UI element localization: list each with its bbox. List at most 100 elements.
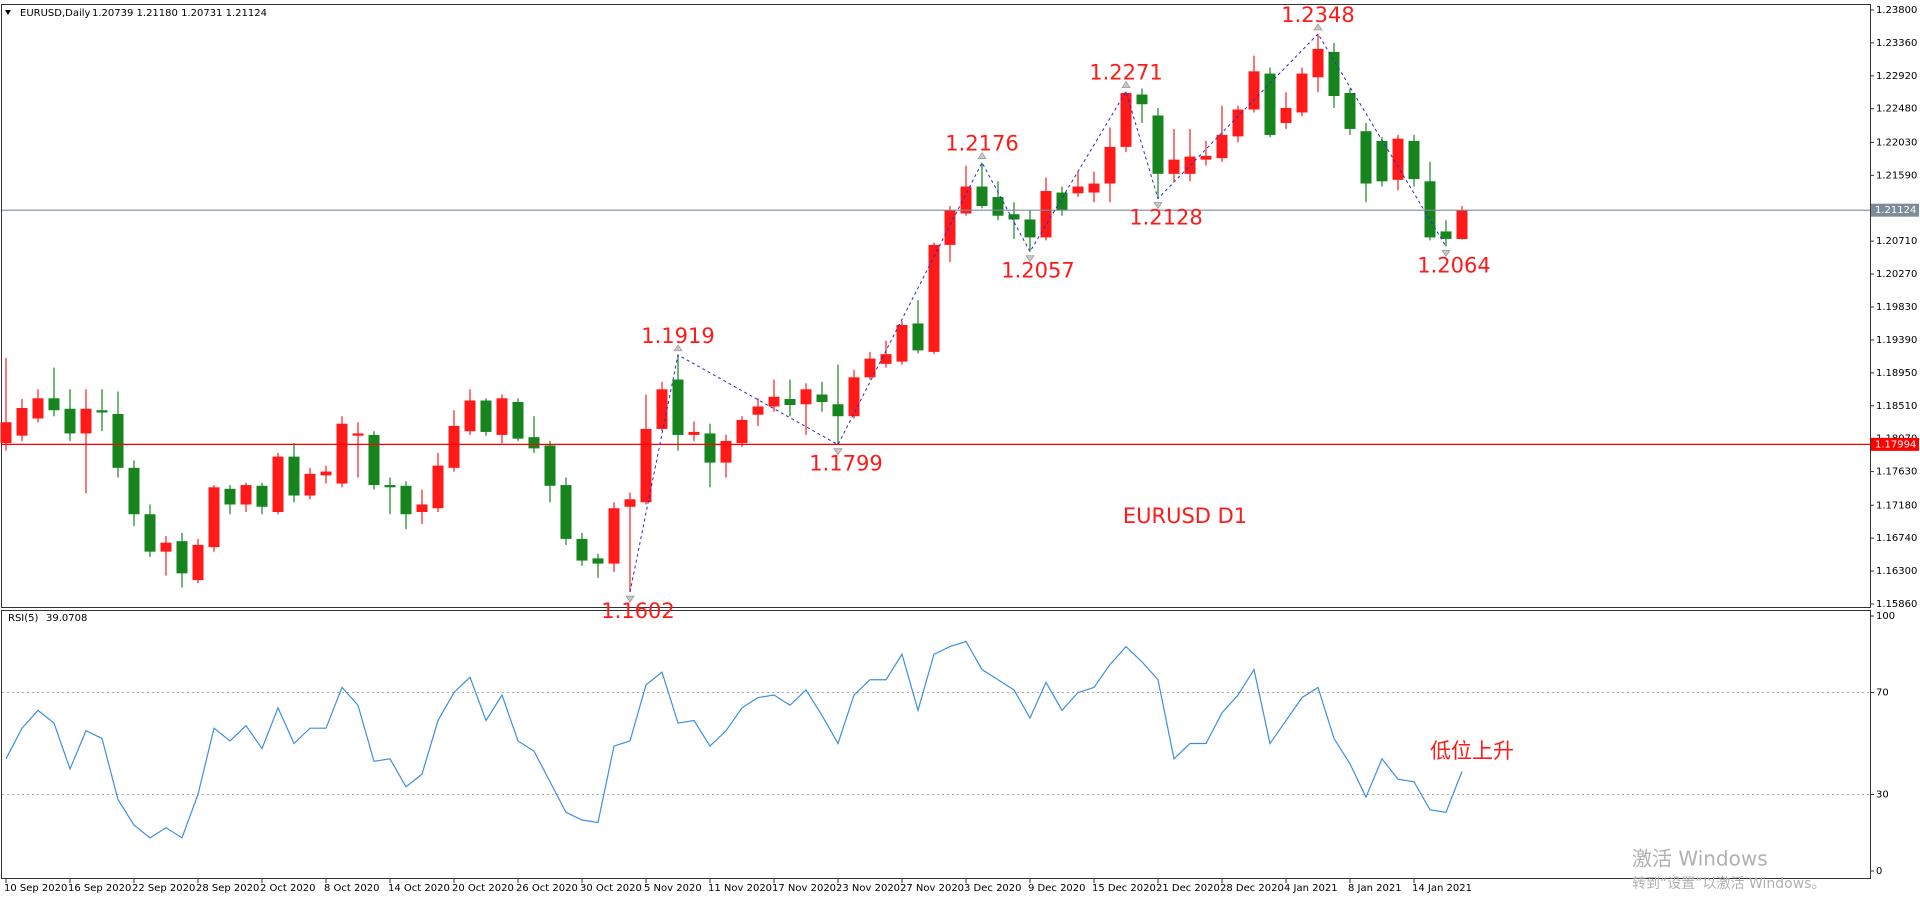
candle-body (992, 197, 1004, 216)
candle-body (976, 186, 988, 206)
pivot-arrow (625, 595, 635, 603)
candle-body (448, 425, 460, 468)
rsi-line (5, 640, 1463, 839)
candle-body (912, 323, 924, 351)
candle-body (1008, 214, 1020, 220)
rsi-value: 39.0708 (46, 613, 87, 624)
candle-body (928, 244, 940, 352)
y-tick-label: 1.22480 (1876, 104, 1917, 115)
pivot-arrow (1025, 255, 1035, 263)
y-tick-label: 30 (1876, 790, 1889, 801)
candle-body (1072, 186, 1084, 194)
x-tick-label: 20 Oct 2020 (452, 883, 514, 894)
candle-body (352, 433, 364, 436)
x-tick-label: 30 Oct 2020 (580, 883, 642, 894)
candle-body (304, 473, 316, 496)
pivot-label: 1.1799 (809, 452, 882, 476)
candle-body (432, 465, 444, 509)
candle-body (592, 558, 604, 564)
candle-body (1360, 131, 1372, 184)
candle-body (1056, 192, 1068, 211)
candle-body (1024, 219, 1036, 238)
watermark-text: 转到“设置”以激活 Windows。 (1632, 875, 1825, 892)
candle-body (240, 485, 252, 505)
y-tick-label: 1.18950 (1876, 368, 1917, 379)
candle-body (528, 437, 540, 449)
candle-body (96, 410, 108, 413)
x-tick-label: 28 Dec 2020 (1220, 883, 1284, 894)
candle-body (752, 406, 764, 415)
candle-body (816, 394, 828, 403)
y-tick-label: 0 (1876, 866, 1882, 877)
candle-body (1408, 140, 1420, 180)
y-tick-label: 1.22920 (1876, 71, 1917, 82)
annotation: 低位上升 (1430, 739, 1514, 763)
y-tick-label: 1.16740 (1876, 533, 1917, 544)
candle-body (416, 504, 428, 512)
candle-body (384, 485, 396, 488)
annotation: EURUSD D1 (1123, 504, 1247, 528)
candle-body (32, 398, 44, 419)
x-tick-label: 8 Jan 2021 (1348, 883, 1402, 894)
candle-body (0, 422, 12, 444)
y-tick-label: 1.21590 (1876, 170, 1917, 181)
candle-body (736, 419, 748, 444)
price-label-box (1871, 437, 1919, 451)
candle-body (1168, 159, 1180, 174)
candle-body (112, 413, 124, 468)
x-tick-label: 2 Oct 2020 (260, 883, 315, 894)
pivot-label: 1.2348 (1281, 3, 1354, 27)
x-tick-label: 23 Nov 2020 (836, 883, 900, 894)
y-tick-label: 1.23360 (1876, 38, 1917, 49)
pivot-label: 1.2128 (1129, 206, 1202, 230)
y-tick-label: 1.18510 (1876, 401, 1917, 412)
y-tick-label: 1.15860 (1876, 599, 1917, 610)
candle-body (128, 467, 140, 515)
candle-body (624, 499, 636, 507)
candle-body (1248, 71, 1260, 110)
candle-body (64, 408, 76, 434)
candle-body (288, 456, 300, 496)
candle-body (1376, 140, 1388, 182)
candle-body (464, 400, 476, 432)
y-tick-label: 1.17180 (1876, 500, 1917, 511)
x-tick-label: 4 Jan 2021 (1284, 883, 1338, 894)
pivot-arrow (1153, 202, 1163, 210)
pivot-arrow (1441, 250, 1451, 257)
price-label-box (1871, 203, 1919, 217)
y-tick-label: 1.19390 (1876, 335, 1917, 346)
pivot-arrow (1313, 23, 1323, 31)
candle-body (1456, 210, 1468, 239)
candle-body (224, 488, 236, 505)
chart-title: EURUSD,Daily (20, 8, 91, 19)
x-tick-label: 14 Jan 2021 (1412, 883, 1472, 894)
pivot-label: 1.2064 (1417, 253, 1490, 277)
candle-body (784, 399, 796, 406)
candle-body (720, 440, 732, 463)
x-tick-label: 15 Dec 2020 (1092, 883, 1156, 894)
candle-body (688, 431, 700, 435)
candle-body (848, 377, 860, 417)
pivot-arrow (1121, 80, 1131, 88)
y-tick-label: 100 (1876, 611, 1895, 622)
candle-body (160, 542, 172, 552)
x-tick-label: 11 Nov 2020 (708, 883, 772, 894)
candle-body (1440, 231, 1452, 239)
candle-body (560, 485, 572, 539)
menu-arrow (5, 10, 11, 15)
pivot-label: 1.2057 (1001, 259, 1074, 283)
candle-body (1040, 191, 1052, 238)
candle-body (768, 396, 780, 407)
price-label: 1.17994 (1875, 439, 1916, 450)
candle-body (256, 485, 268, 507)
candle-body (944, 210, 956, 245)
x-tick-label: 21 Dec 2020 (1156, 883, 1220, 894)
candle-body (208, 487, 220, 548)
pivot-label: 1.1919 (641, 324, 714, 348)
rsi-panel (1, 610, 1871, 879)
price-label: 1.21124 (1875, 205, 1916, 216)
x-tick-label: 10 Sep 2020 (4, 883, 67, 894)
y-tick-label: 1.20270 (1876, 269, 1917, 280)
x-tick-label: 17 Nov 2020 (772, 883, 836, 894)
